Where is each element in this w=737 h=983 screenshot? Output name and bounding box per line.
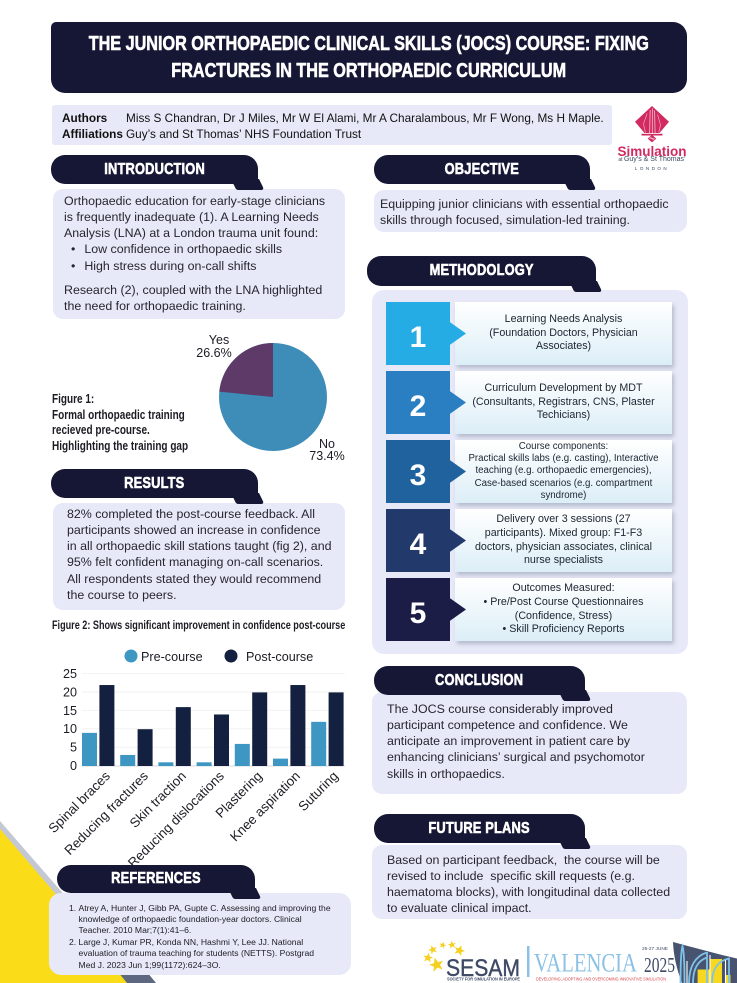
svg-text:No: No: [319, 437, 335, 451]
svg-text:2025: 2025: [644, 953, 675, 977]
svg-text:Suturing: Suturing: [295, 768, 341, 814]
svg-text:1: 1: [410, 321, 427, 354]
svg-text:3: 3: [410, 459, 427, 492]
svg-text:15: 15: [63, 704, 77, 718]
svg-text:0: 0: [70, 759, 77, 773]
svg-text:5: 5: [410, 597, 427, 630]
svg-text:25: 25: [63, 667, 77, 681]
svg-text:SOCIETY FOR SIMULATION IN EURO: SOCIETY FOR SIMULATION IN EUROPE: [447, 977, 520, 982]
svg-text:20: 20: [63, 685, 77, 699]
svg-text:Post-course: Post-course: [246, 650, 313, 664]
svg-text:2: 2: [410, 390, 427, 423]
svg-text:26.6%: 26.6%: [196, 346, 231, 360]
svg-text:10: 10: [63, 722, 77, 736]
svg-text:25-27 JUNE: 25-27 JUNE: [642, 946, 668, 951]
svg-text:4: 4: [410, 528, 427, 561]
svg-text:SESAM: SESAM: [446, 955, 520, 982]
svg-text:73.4%: 73.4%: [309, 449, 344, 463]
svg-text:DEVELOPING, ADOPTING AND OVERC: DEVELOPING, ADOPTING AND OVERCOMING INNO…: [536, 977, 666, 982]
svg-text:VALENCIA: VALENCIA: [534, 949, 637, 978]
svg-text:Pre-course: Pre-course: [141, 650, 203, 664]
svg-text:Yes: Yes: [209, 333, 229, 347]
svg-text:Knee aspiration: Knee aspiration: [227, 768, 303, 844]
svg-text:5: 5: [70, 741, 77, 755]
